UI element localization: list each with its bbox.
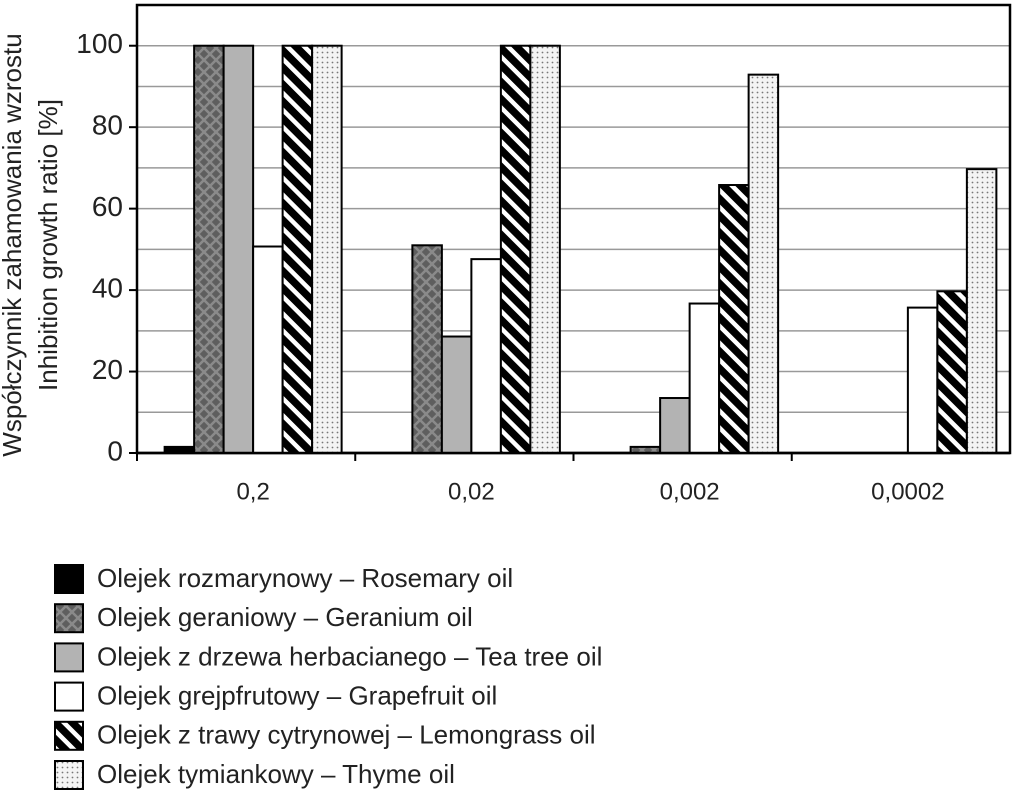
- y-tick-label: 40: [92, 272, 123, 303]
- legend-swatch: [54, 681, 84, 712]
- legend-swatch: [54, 642, 84, 673]
- legend-label: Olejek rozmarynowy – Rosemary oil: [97, 563, 513, 593]
- legend-swatch: [54, 720, 84, 751]
- legend-label: Olejek geraniowy – Geranium oil: [97, 602, 473, 632]
- bar: [411, 244, 443, 454]
- bar: [499, 44, 532, 455]
- legend-swatch: [54, 760, 84, 790]
- y-tick-label: 60: [92, 191, 123, 222]
- bar: [470, 258, 502, 454]
- bar: [659, 397, 691, 455]
- x-tick-label: 0,02: [448, 478, 495, 505]
- legend-label: Olejek z drzewa herbacianego – Tea tree …: [97, 641, 602, 671]
- y-tick-label: 0: [107, 435, 123, 466]
- bar: [688, 302, 721, 454]
- bar: [965, 168, 998, 454]
- y-tick-label: 80: [92, 110, 123, 141]
- legend-label: Olejek z trawy cytrynowej – Lemongrass o…: [97, 720, 596, 750]
- legend-label: Olejek grejpfrutowy – Grapefruit oil: [97, 680, 497, 710]
- bar: [747, 73, 780, 454]
- x-tick-label: 0,0002: [871, 478, 944, 505]
- bar: [440, 335, 473, 454]
- bar: [906, 306, 939, 454]
- y-axis-title: Inhibition growth ratio [%]: [33, 99, 63, 391]
- y-axis-title: Współczynnik zahamowania wzrostu: [0, 33, 27, 456]
- y-tick-label: 100: [76, 28, 123, 59]
- bar: [718, 184, 750, 454]
- legend-swatch: [54, 564, 84, 594]
- x-tick-label: 0,002: [660, 478, 720, 505]
- x-tick-label: 0,2: [236, 478, 269, 505]
- bar: [936, 290, 968, 454]
- y-tick-label: 20: [92, 354, 123, 385]
- bar: [252, 245, 284, 454]
- legend-swatch: [54, 603, 84, 634]
- bar: [193, 44, 225, 455]
- bar: [222, 44, 255, 455]
- bar: [529, 44, 561, 455]
- bar: [311, 44, 343, 455]
- legend-label: Olejek tymiankowy – Thyme oil: [97, 759, 455, 789]
- bar: [281, 44, 314, 455]
